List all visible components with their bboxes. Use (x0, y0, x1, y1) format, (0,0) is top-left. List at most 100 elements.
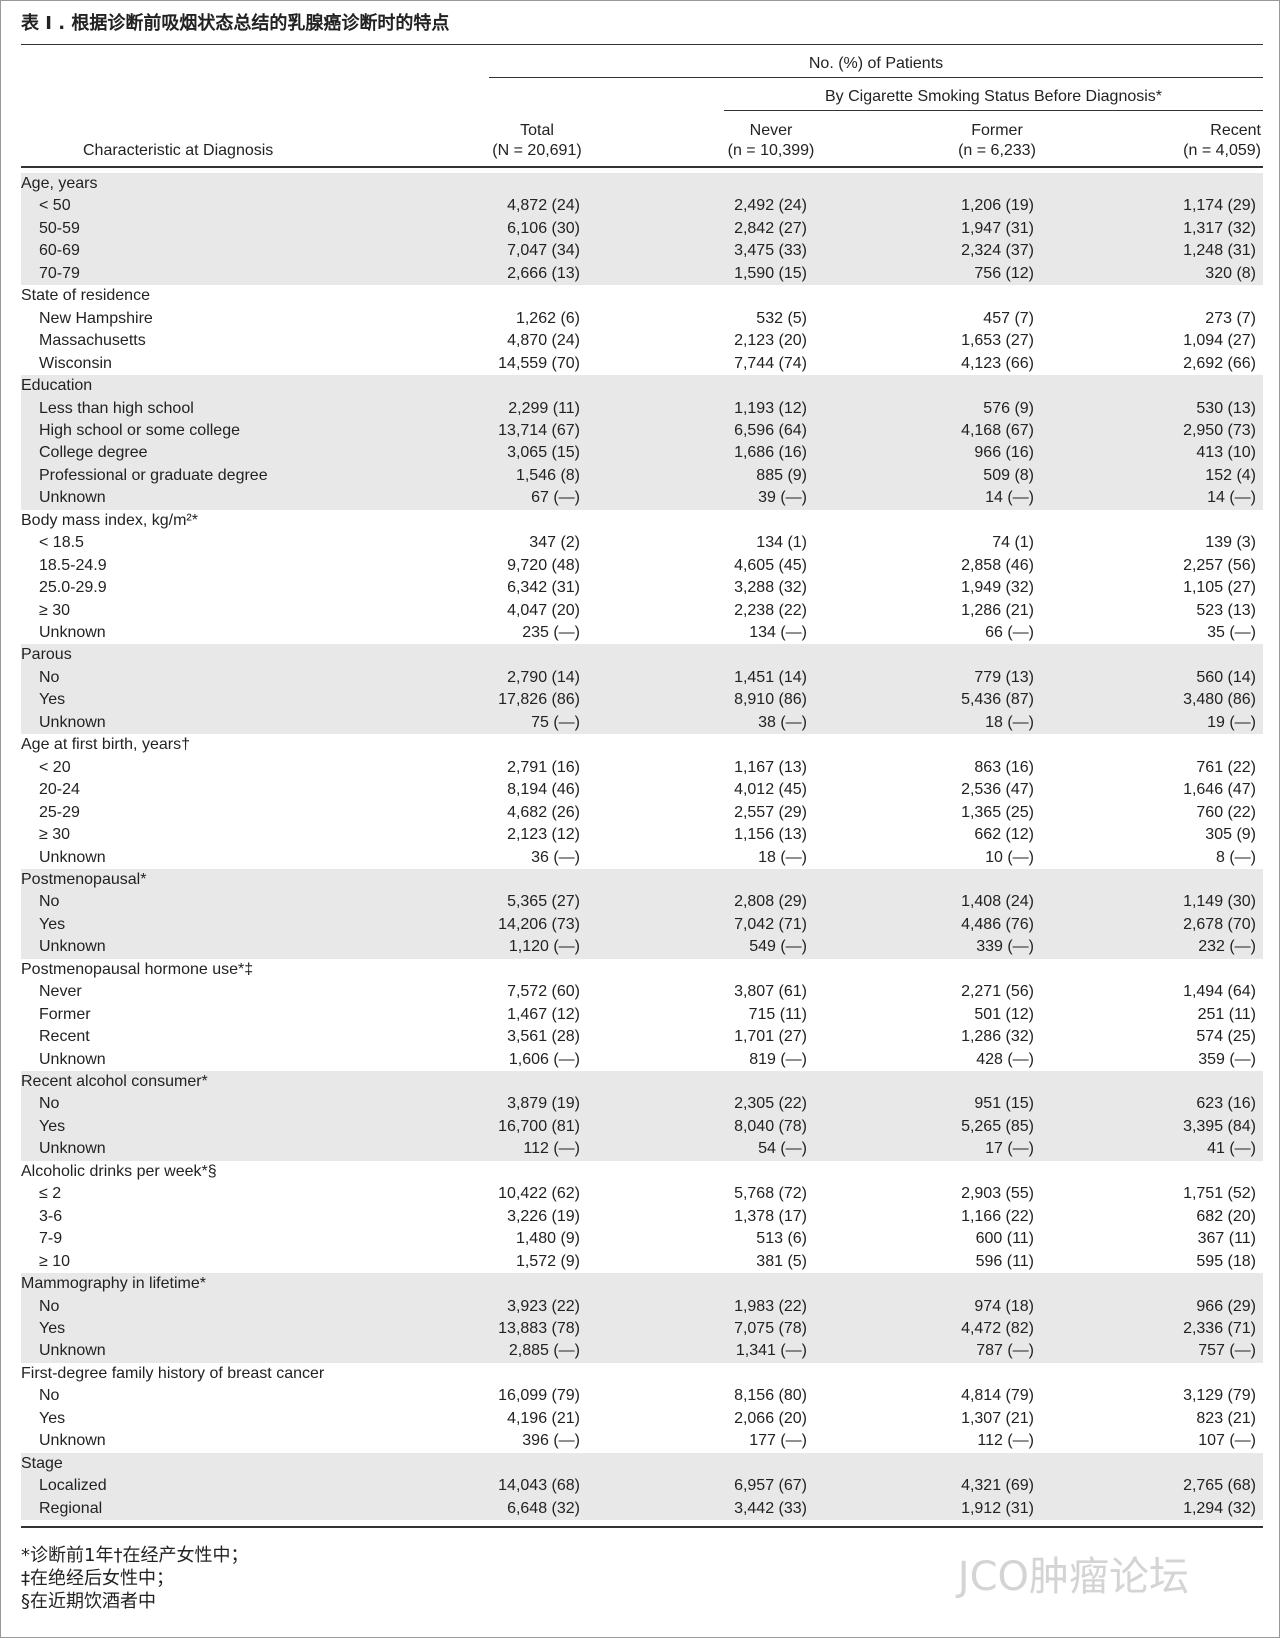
row-label: 18.5-24.9 (39, 556, 107, 574)
cell: 1,701 (27) (734, 1028, 807, 1046)
cell: 532 (5) (756, 309, 807, 327)
column-header: Characteristic at Diagnosis (83, 142, 274, 159)
cell: 1,408 (24) (961, 893, 1034, 911)
cell: 2,692 (66) (1183, 354, 1256, 372)
cell: 787 (—) (976, 1342, 1034, 1360)
cell: 14 (—) (985, 489, 1034, 507)
cell: 5,365 (27) (507, 893, 580, 911)
row-label: 50-59 (39, 219, 80, 237)
cell: 7,572 (60) (507, 983, 580, 1001)
cell: 4,814 (79) (961, 1387, 1034, 1405)
cell: 2,950 (73) (1183, 421, 1256, 439)
cell: 2,808 (29) (734, 893, 807, 911)
row-label: No (39, 1297, 60, 1315)
header-rule (21, 166, 1263, 168)
cell: 347 (2) (529, 534, 580, 552)
cell: 1,262 (6) (515, 309, 580, 327)
cell: 320 (8) (1205, 264, 1256, 282)
cell: 3,065 (15) (507, 444, 580, 462)
row-label: Yes (39, 1117, 66, 1135)
group-label: Postmenopausal* (21, 870, 147, 888)
cell: 54 (—) (758, 1140, 807, 1158)
cell: 1,686 (16) (734, 444, 807, 462)
footnote: §在近期饮酒者中 (21, 1591, 156, 1612)
cell: 235 (—) (522, 624, 580, 641)
row-label: Never (39, 983, 82, 1001)
cell: 457 (7) (983, 309, 1034, 327)
row-label: < 18.5 (39, 534, 84, 552)
cell: 4,321 (69) (961, 1477, 1034, 1495)
cell: 523 (13) (1196, 601, 1256, 619)
row-label: Unknown (39, 713, 106, 731)
cell: 4,605 (45) (734, 556, 807, 574)
cell: 1,341 (—) (735, 1342, 807, 1360)
cell: 2,324 (37) (961, 242, 1034, 260)
cell: 1,105 (27) (1183, 579, 1256, 597)
column-n: (n = 4,059) (1183, 142, 1261, 159)
row-label: Former (39, 1005, 91, 1023)
cell: 14,043 (68) (498, 1477, 580, 1495)
cell: 1,094 (27) (1183, 332, 1256, 350)
cell: 1,480 (9) (515, 1230, 580, 1248)
cell: 560 (14) (1196, 668, 1256, 686)
row-label: Unknown (39, 624, 106, 641)
cell: 13,883 (78) (498, 1319, 580, 1337)
group-shade (21, 173, 1263, 286)
group-shade (21, 1273, 1263, 1363)
cell: 7,042 (71) (734, 915, 807, 933)
cell: 1,156 (13) (734, 826, 807, 844)
cell: 1,248 (31) (1183, 242, 1256, 260)
cell: 134 (1) (756, 534, 807, 552)
group-shade (21, 1071, 1263, 1161)
cell: 682 (20) (1196, 1207, 1256, 1225)
group-label: Postmenopausal hormone use*‡ (21, 960, 254, 978)
cell: 67 (—) (531, 489, 580, 507)
cell: 4,486 (76) (961, 915, 1034, 933)
row-label: Unknown (39, 848, 106, 866)
cell: 2,257 (56) (1183, 556, 1256, 574)
row-label: Yes (39, 691, 66, 709)
row-label: New Hampshire (39, 309, 153, 327)
cell: 1,947 (31) (961, 219, 1034, 237)
cell: 2,557 (29) (734, 803, 807, 821)
cell: 595 (18) (1196, 1252, 1256, 1270)
group-shade (21, 644, 1263, 735)
cell: 760 (22) (1196, 803, 1256, 821)
group-shade (21, 868, 1263, 959)
cell: 6,342 (31) (507, 579, 580, 597)
row-label: Unknown (39, 1050, 106, 1068)
cell: 2,336 (71) (1183, 1319, 1256, 1337)
cell: 14,206 (73) (498, 915, 580, 933)
cell: 18 (—) (758, 848, 807, 866)
row-label: 20-24 (39, 781, 80, 799)
cell: 819 (—) (749, 1050, 807, 1068)
row-label: No (39, 893, 60, 911)
group-label: Education (21, 377, 93, 395)
row-label: Massachusetts (39, 332, 146, 350)
row-label: ≤ 2 (39, 1185, 62, 1203)
cell: 3,879 (19) (507, 1095, 580, 1113)
cell: 1,949 (32) (961, 579, 1034, 597)
cell: 1,467 (12) (507, 1005, 580, 1023)
group-label: First-degree family history of breast ca… (21, 1364, 325, 1382)
cell: 4,123 (66) (961, 354, 1034, 372)
cell: 19 (—) (1207, 713, 1256, 731)
column-n: (N = 20,691) (492, 142, 582, 159)
cell: 513 (6) (756, 1230, 807, 1248)
cell: 4,872 (24) (507, 197, 580, 215)
cell: 8 (—) (1216, 848, 1256, 866)
row-label: Unknown (39, 938, 106, 956)
cell: 2,492 (24) (734, 197, 807, 215)
cell: 662 (12) (974, 826, 1034, 844)
cell: 2,271 (56) (961, 983, 1034, 1001)
cell: 4,196 (21) (507, 1409, 580, 1427)
cell: 1,193 (12) (734, 399, 807, 417)
cell: 3,395 (84) (1183, 1117, 1256, 1135)
row-label: No (39, 1095, 60, 1113)
row-label: 25-29 (39, 803, 80, 821)
cell: 966 (29) (1196, 1297, 1256, 1315)
cell: 501 (12) (974, 1005, 1034, 1023)
cell: 7,075 (78) (734, 1319, 807, 1337)
cell: 14 (—) (1207, 489, 1256, 507)
